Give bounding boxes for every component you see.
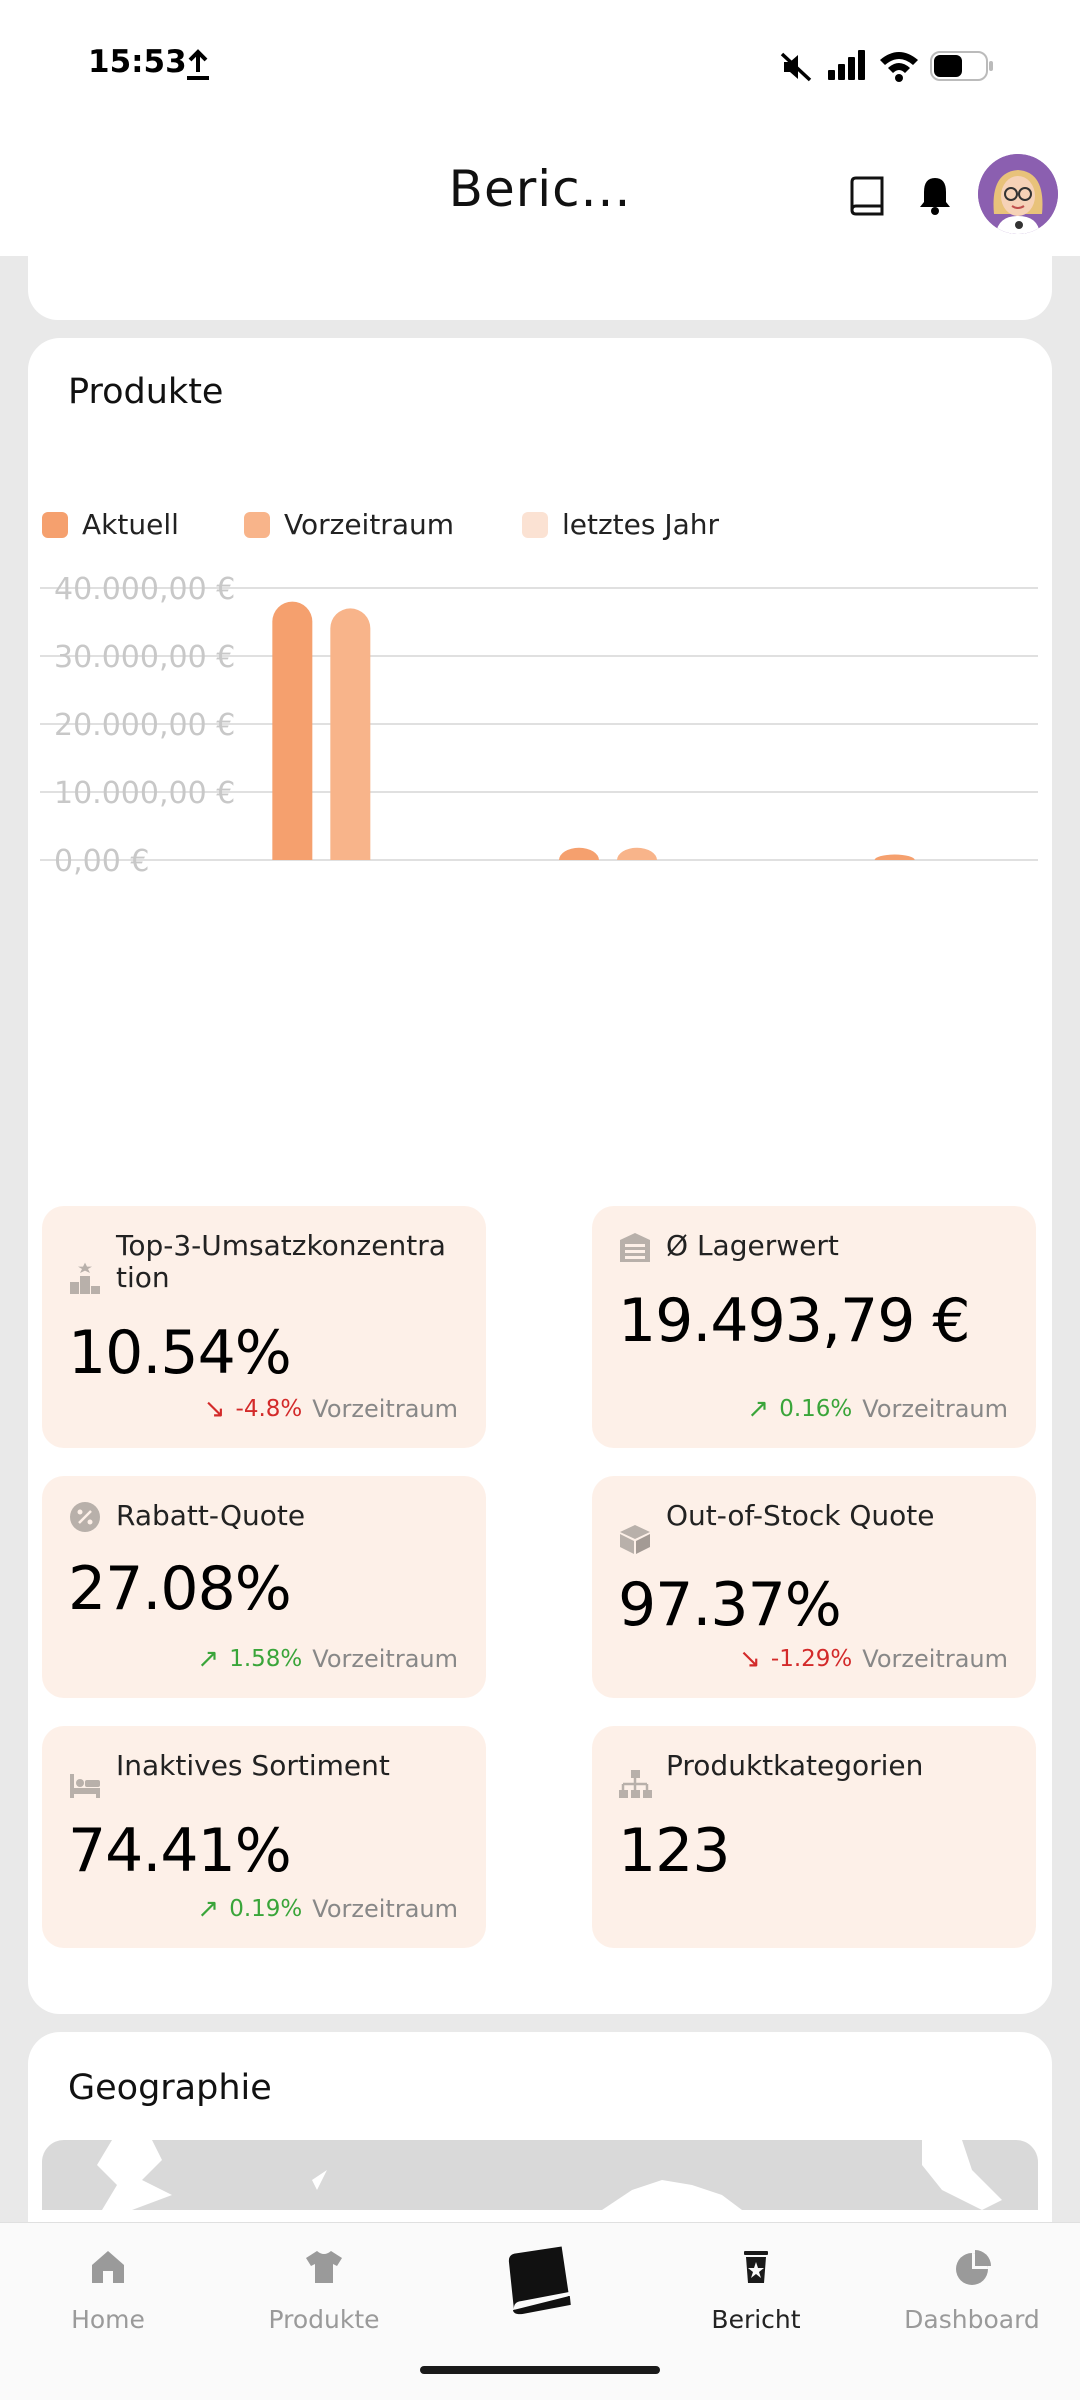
kpi-delta-value: 0.19% bbox=[229, 1896, 303, 1922]
bar-aktuell[interactable] bbox=[874, 854, 915, 860]
bar-aktuell[interactable] bbox=[272, 601, 313, 860]
kpi-delta: ↗ 0.16% Vorzeitraum bbox=[747, 1394, 1008, 1424]
kpi-title: Out-of-Stock Quote bbox=[666, 1499, 935, 1532]
kpi-inactive-assortment[interactable]: Inaktives Sortiment 74.41% ↗ 0.19% Vorze… bbox=[42, 1726, 486, 1948]
kpi-delta-period: Vorzeitraum bbox=[862, 1395, 1008, 1423]
kpi-value: 27.08% bbox=[68, 1554, 292, 1624]
signal-icon bbox=[828, 50, 865, 80]
kpi-avg-stock-value[interactable]: Ø Lagerwert 19.493,79 € ↗ 0.16% Vorzeitr… bbox=[592, 1206, 1036, 1448]
battery-icon bbox=[930, 51, 993, 81]
kpi-delta-value: 0.16% bbox=[779, 1396, 853, 1422]
nav-item-produkte[interactable]: Produkte bbox=[216, 2223, 432, 2353]
page-title: Beric... bbox=[448, 160, 632, 218]
card-title: Geographie bbox=[68, 2068, 272, 2108]
legend-item-letztes-jahr[interactable]: letztes Jahr bbox=[522, 508, 719, 541]
kpi-discount-rate[interactable]: Rabatt-Quote 27.08% ↗ 1.58% Vorzeitraum bbox=[42, 1476, 486, 1698]
kpi-delta: ↘ -1.29% Vorzeitraum bbox=[739, 1644, 1008, 1674]
arrow-down-icon: ↘ bbox=[203, 1394, 226, 1424]
kpi-delta-period: Vorzeitraum bbox=[312, 1895, 458, 1923]
warehouse-icon bbox=[620, 1233, 650, 1262]
hierarchy-icon bbox=[619, 1770, 652, 1798]
arrow-down-icon: ↘ bbox=[739, 1644, 761, 1674]
legend-swatch bbox=[244, 511, 270, 538]
bed-icon bbox=[70, 1774, 100, 1798]
map-shapes bbox=[97, 2140, 1002, 2210]
kpi-delta-period: Vorzeitraum bbox=[862, 1645, 1008, 1673]
nav-item-center[interactable] bbox=[432, 2223, 648, 2353]
book-icon[interactable] bbox=[844, 172, 890, 218]
nav-label: Home bbox=[71, 2305, 145, 2334]
legend-swatch bbox=[42, 511, 68, 538]
arrow-up-icon: ↗ bbox=[747, 1394, 770, 1424]
arrow-up-icon: ↗ bbox=[197, 1894, 220, 1924]
arrow-up-icon: ↗ bbox=[197, 1644, 220, 1674]
previous-card bbox=[28, 256, 1052, 320]
bar-aktuell[interactable] bbox=[559, 847, 599, 860]
kpi-value: 74.41% bbox=[68, 1816, 292, 1886]
bar-vorzeitraum[interactable] bbox=[330, 608, 371, 860]
legend-item-aktuell[interactable]: Aktuell bbox=[42, 508, 179, 541]
kpi-delta: ↗ 1.58% Vorzeitraum bbox=[197, 1644, 458, 1674]
home-icon bbox=[92, 2251, 124, 2283]
kpi-delta-period: Vorzeitraum bbox=[312, 1645, 458, 1673]
kpi-title: Inaktives Sortiment bbox=[116, 1749, 390, 1782]
nav-item-bericht[interactable]: Bericht bbox=[648, 2223, 864, 2353]
discount-icon bbox=[70, 1502, 100, 1532]
kpi-value: 19.493,79 € bbox=[618, 1286, 971, 1356]
kpi-delta-value: 1.58% bbox=[229, 1646, 303, 1672]
y-tick-label: 40.000,00 € bbox=[54, 572, 235, 607]
kpi-out-of-stock[interactable]: Out-of-Stock Quote 97.37% ↘ -1.29% Vorze… bbox=[592, 1476, 1036, 1698]
chart-legend: Aktuell Vorzeitraum letztes Jahr bbox=[42, 508, 1042, 548]
geography-card: Geographie bbox=[28, 2032, 1052, 2232]
legend-swatch bbox=[522, 511, 548, 538]
kpi-delta-value: -4.8% bbox=[235, 1396, 303, 1422]
y-tick-label: 0,00 € bbox=[54, 844, 149, 878]
bar-vorzeitraum[interactable] bbox=[617, 847, 657, 860]
kpi-title: Ø Lagerwert bbox=[666, 1229, 839, 1262]
legend-label: Vorzeitraum bbox=[284, 508, 454, 541]
nav-label: Dashboard bbox=[904, 2305, 1040, 2334]
kpi-top3-concentration[interactable]: Top-3-Umsatzkonzentra tion 10.54% ↘ -4.8… bbox=[42, 1206, 486, 1448]
legend-label: letztes Jahr bbox=[562, 508, 720, 541]
kpi-title: Top-3-Umsatzkonzentra tion bbox=[116, 1229, 446, 1294]
map[interactable] bbox=[42, 2140, 1038, 2210]
nav-item-home[interactable]: Home bbox=[0, 2223, 216, 2353]
kpi-delta: ↗ 0.19% Vorzeitraum bbox=[197, 1894, 458, 1924]
y-tick-label: 30.000,00 € bbox=[54, 640, 235, 675]
legend-label: Aktuell bbox=[82, 508, 179, 541]
nav-item-dashboard[interactable]: Dashboard bbox=[864, 2223, 1080, 2353]
kpi-value: 97.37% bbox=[618, 1570, 842, 1640]
y-tick-label: 10.000,00 € bbox=[54, 776, 235, 811]
bar-chart: 40.000,00 € 30.000,00 € 20.000,00 € 10.000,… bbox=[40, 572, 1038, 878]
ranking-icon bbox=[70, 1262, 100, 1294]
upload-icon bbox=[187, 49, 209, 80]
box-icon bbox=[620, 1525, 650, 1554]
kpi-delta-value: -1.29% bbox=[770, 1646, 853, 1672]
mute-icon bbox=[780, 52, 812, 82]
kpi-value: 10.54% bbox=[68, 1318, 292, 1388]
card-title: Produkte bbox=[68, 372, 224, 412]
kpi-delta-period: Vorzeitraum bbox=[312, 1395, 458, 1423]
app-header: Beric... bbox=[0, 130, 1080, 256]
book-icon bbox=[508, 2246, 571, 2315]
y-tick-label: 20.000,00 € bbox=[54, 708, 235, 743]
nav-label: Bericht bbox=[711, 2305, 801, 2334]
status-time: 15:53 bbox=[88, 44, 187, 80]
legend-item-vorzeitraum[interactable]: Vorzeitraum bbox=[244, 508, 454, 541]
report-icon bbox=[744, 2251, 768, 2283]
kpi-delta: ↘ -4.8% Vorzeitraum bbox=[204, 1394, 458, 1424]
wifi-icon bbox=[880, 52, 918, 82]
status-bar: 15:53 bbox=[0, 0, 1080, 130]
pie-chart-icon bbox=[956, 2250, 991, 2285]
kpi-product-categories[interactable]: Produktkategorien 123 bbox=[592, 1726, 1036, 1948]
shirt-icon bbox=[306, 2251, 342, 2283]
home-indicator bbox=[420, 2366, 660, 2374]
avatar[interactable] bbox=[978, 154, 1058, 234]
products-card: Produkte Aktuell Vorzeitraum letztes Jah… bbox=[28, 338, 1052, 2014]
kpi-title: Rabatt-Quote bbox=[116, 1499, 306, 1532]
kpi-title: Produktkategorien bbox=[666, 1749, 924, 1782]
bell-icon[interactable] bbox=[912, 172, 958, 218]
kpi-value: 123 bbox=[618, 1816, 731, 1886]
nav-label: Produkte bbox=[268, 2305, 380, 2334]
